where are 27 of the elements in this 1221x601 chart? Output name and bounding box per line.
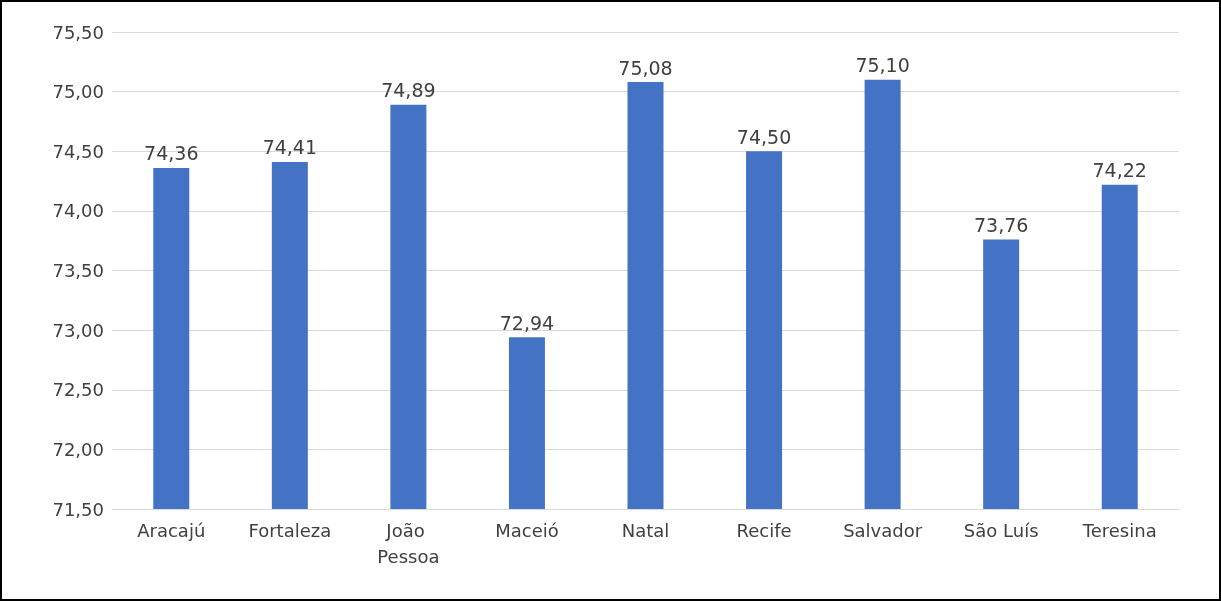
y-tick-label: 74,00 bbox=[52, 200, 104, 222]
x-tick-label: Fortaleza bbox=[248, 519, 332, 541]
data-label: 74,36 bbox=[144, 142, 199, 165]
y-tick-label: 73,50 bbox=[52, 260, 104, 281]
x-tick-label: Natal bbox=[621, 519, 670, 541]
x-tick-label: Maceió bbox=[495, 519, 559, 541]
x-tick-label: Teresina bbox=[1081, 519, 1157, 541]
data-label: 73,76 bbox=[973, 213, 1029, 236]
y-tick-label: 73,00 bbox=[52, 319, 104, 341]
y-tick-label: 72,00 bbox=[52, 438, 104, 460]
data-label: 75,08 bbox=[618, 56, 673, 79]
y-tick-label: 72,50 bbox=[52, 379, 104, 401]
x-tick-label: João Pessoa bbox=[377, 519, 440, 567]
data-label: 74,89 bbox=[381, 79, 436, 102]
data-label: 74,41 bbox=[262, 136, 318, 159]
data-label: 75,10 bbox=[855, 54, 910, 77]
x-tick-label: Recife bbox=[736, 519, 792, 541]
y-tick-label: 75,00 bbox=[52, 81, 104, 103]
data-label: 72,94 bbox=[499, 311, 555, 334]
y-tick-label: 71,50 bbox=[52, 498, 104, 520]
y-tick-label: 74,50 bbox=[52, 140, 104, 162]
y-tick-label: 75,50 bbox=[52, 21, 104, 43]
data-label: 74,22 bbox=[1092, 159, 1147, 182]
x-tick-label: Aracajú bbox=[137, 519, 206, 541]
x-tick-label: São Luís bbox=[963, 519, 1039, 541]
x-tick-label: Salvador bbox=[843, 519, 923, 541]
data-label: 74,50 bbox=[736, 125, 792, 148]
